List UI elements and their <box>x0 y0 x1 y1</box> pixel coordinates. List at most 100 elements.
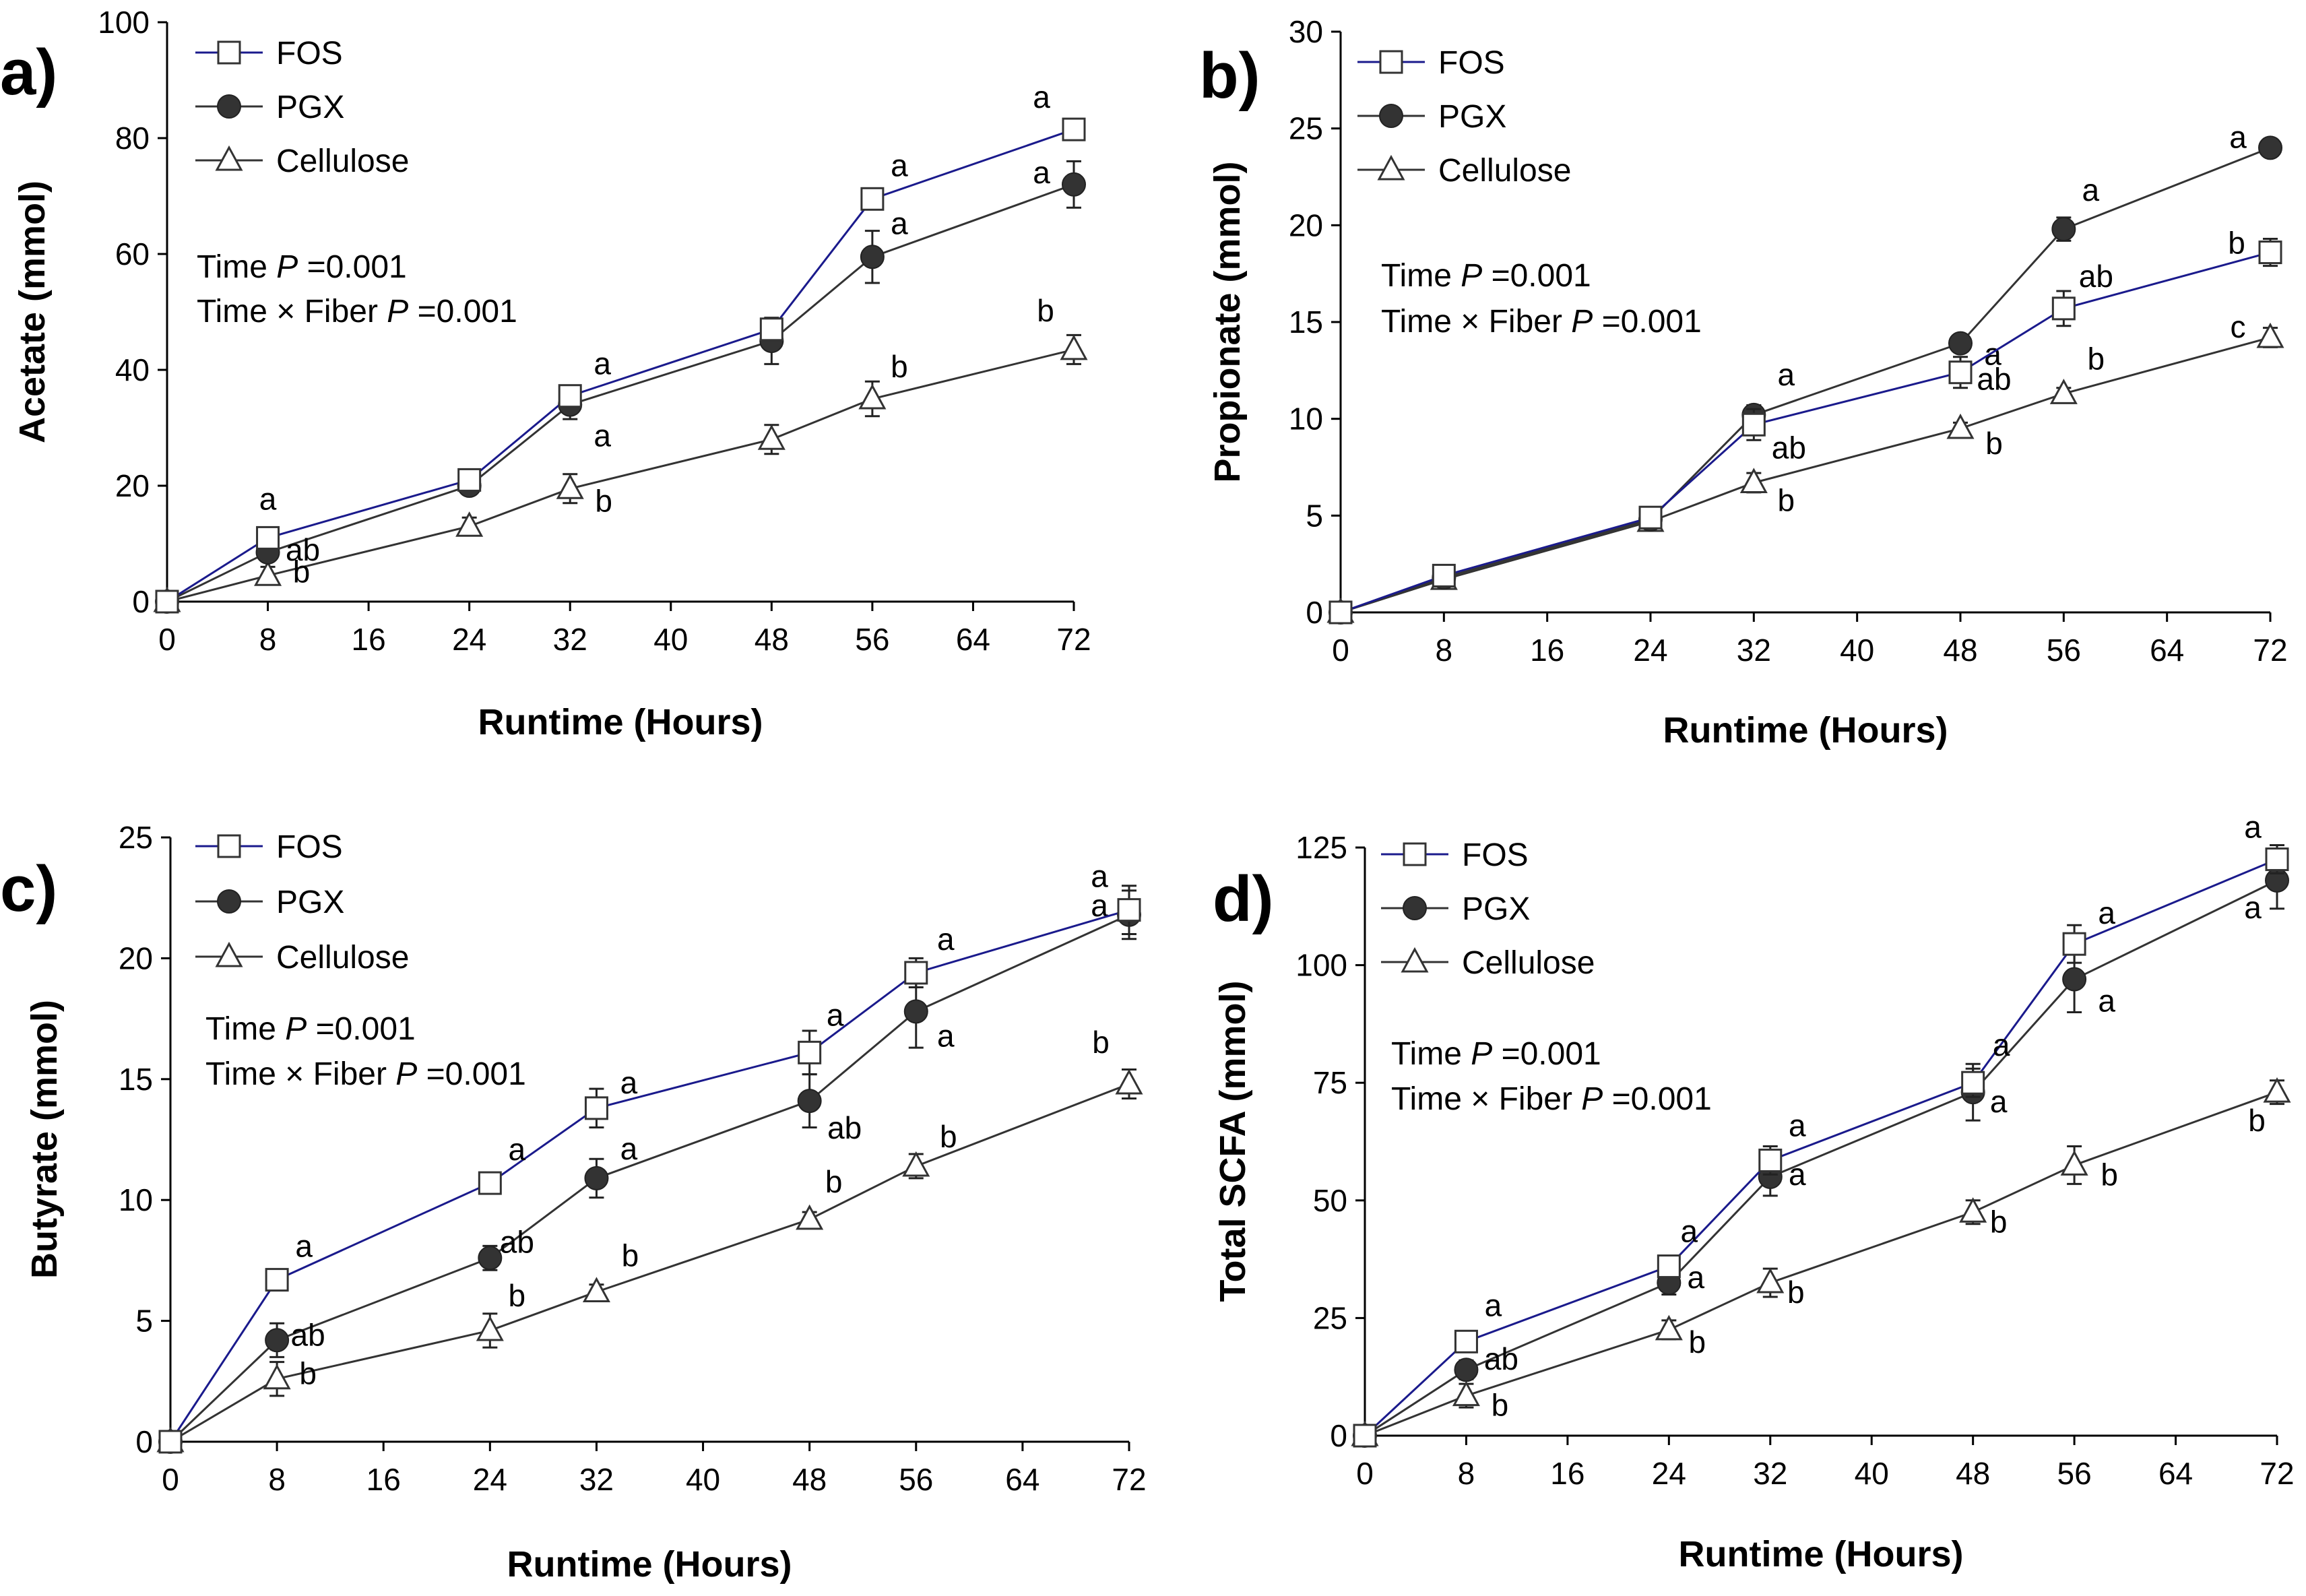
x-tick-label: 40 <box>686 1462 720 1497</box>
significance-label: a <box>1688 1260 1705 1295</box>
stats-time: Time P =0.001 <box>1391 1036 1601 1072</box>
data-point-cellulose <box>757 424 786 450</box>
significance-label: b <box>940 1119 957 1154</box>
x-tick-label: 16 <box>1550 1456 1584 1491</box>
data-point-fos <box>1328 600 1353 625</box>
y-tick-label: 125 <box>1295 830 1347 865</box>
data-point-cellulose <box>556 474 584 499</box>
x-tick-label: 0 <box>158 622 176 657</box>
data-point-fos <box>1432 563 1456 587</box>
data-point-pgx <box>860 245 885 269</box>
chart-panel-d: 0 25 50 75 100 125 0 8 16 24 32 40 48 56 64 72 Runtime (… <box>1213 809 2295 1574</box>
data-point-cellulose <box>476 1315 504 1341</box>
legend-marker-pgx <box>217 94 241 119</box>
significance-label: b <box>1990 1204 2008 1239</box>
significance-label: b <box>1037 293 1054 328</box>
significance-label: a <box>1789 1108 1806 1143</box>
legend-label-cellulose: Cellulose <box>1438 153 1571 189</box>
x-tick-label: 32 <box>553 622 587 657</box>
series-cellulose: b b b b b b <box>1351 1077 2291 1446</box>
legend-marker-pgx <box>1379 104 1403 128</box>
y-tick-label: 0 <box>132 584 150 619</box>
y-tick-label: 0 <box>135 1424 153 1459</box>
significance-label: a <box>594 418 611 453</box>
x-tick-label: 48 <box>792 1462 827 1497</box>
significance-label: a <box>1091 859 1108 894</box>
legend-label-cellulose: Cellulose <box>1462 945 1595 981</box>
significance-label: b <box>1985 426 2003 461</box>
data-point-pgx <box>2062 967 2087 992</box>
x-tick-label: 24 <box>1633 633 1667 668</box>
significance-label: b <box>1092 1025 1110 1060</box>
data-point-fos <box>1948 360 1973 385</box>
significance-label: b <box>509 1278 526 1313</box>
legend-marker-cellulose <box>1377 154 1405 181</box>
significance-label: a <box>937 922 955 957</box>
x-tick-label: 0 <box>162 1462 179 1497</box>
significance-label: a <box>2082 172 2100 208</box>
significance-label: ab <box>1977 362 2011 397</box>
data-point-cellulose <box>1655 1314 1683 1341</box>
stats-time-value: =0.001 <box>298 249 406 285</box>
x-axis-title: Runtime (Hours) <box>507 1544 792 1585</box>
data-point-cellulose <box>2049 379 2078 404</box>
data-point-fos <box>1961 1071 1985 1095</box>
x-tick-label: 72 <box>2253 633 2287 668</box>
significance-label: a <box>509 1132 526 1167</box>
data-point-fos <box>1657 1254 1681 1279</box>
stats-interaction-prefix: Time × Fiber <box>1391 1081 1581 1117</box>
stats-interaction-p: P <box>395 1056 417 1092</box>
x-tick-label: 48 <box>1943 633 1977 668</box>
data-point-cellulose <box>1946 413 1975 439</box>
data-point-fos <box>1117 898 1141 922</box>
significance-label: a <box>620 1065 638 1100</box>
significance-label: a <box>2229 119 2247 154</box>
stats-time-prefix: Time <box>197 249 276 285</box>
x-tick-label: 72 <box>1112 1462 1146 1497</box>
significance-label: ab <box>286 532 320 567</box>
x-axis-title: Runtime (Hours) <box>478 702 763 742</box>
legend: FOS PGX Cellulose <box>1381 837 1595 981</box>
legend-marker-fos <box>217 40 241 65</box>
y-tick-label: 25 <box>119 820 153 855</box>
y-tick-label: 50 <box>1313 1183 1347 1218</box>
significance-label: a <box>827 997 844 1032</box>
significance-label: b <box>1778 482 1795 517</box>
y-tick-label: 25 <box>1289 111 1323 146</box>
panel-label: c) <box>0 853 57 925</box>
x-tick-label: 24 <box>452 622 486 657</box>
y-tick-label: 40 <box>115 352 150 387</box>
legend-marker-fos <box>1403 842 1427 866</box>
legend-marker-fos <box>217 834 241 858</box>
panel-label: b) <box>1199 40 1260 112</box>
stats-interaction-value: =0.001 <box>1603 1081 1711 1117</box>
y-axis-title: Propionate (mmol) <box>1207 161 1248 482</box>
y-tick-label: 0 <box>1330 1418 1347 1453</box>
stats-interaction: Time × Fiber P =0.001 <box>1391 1081 1712 1117</box>
data-point-fos <box>860 187 885 211</box>
data-point-pgx <box>903 999 928 1024</box>
significance-label: a <box>1990 1084 2008 1119</box>
stats-time-p: P <box>1461 258 1482 294</box>
legend-marker-fos <box>1379 50 1403 74</box>
x-tick-label: 16 <box>1530 633 1564 668</box>
series-cellulose: b b b b <box>153 293 1088 612</box>
stats-time-prefix: Time <box>1381 258 1461 294</box>
stats-interaction-prefix: Time × Fiber <box>1381 304 1571 340</box>
data-point-fos <box>478 1171 502 1195</box>
panel-label: a) <box>0 36 57 108</box>
y-tick-label: 60 <box>115 236 150 272</box>
stats-time-p: P <box>285 1011 307 1047</box>
significance-label: a <box>295 1229 313 1264</box>
data-point-fos <box>457 468 482 492</box>
significance-label: a <box>1789 1157 1806 1192</box>
significance-label: b <box>2228 226 2245 261</box>
stats-interaction-value: =0.001 <box>408 294 517 329</box>
data-point-cellulose <box>2263 1077 2291 1103</box>
legend: FOS PGX Cellulose <box>195 36 409 179</box>
stats-interaction: Time × Fiber P =0.001 <box>1381 304 1702 340</box>
data-point-fos <box>759 317 783 342</box>
significance-label: a <box>1681 1214 1698 1249</box>
legend-marker-cellulose <box>215 941 243 967</box>
